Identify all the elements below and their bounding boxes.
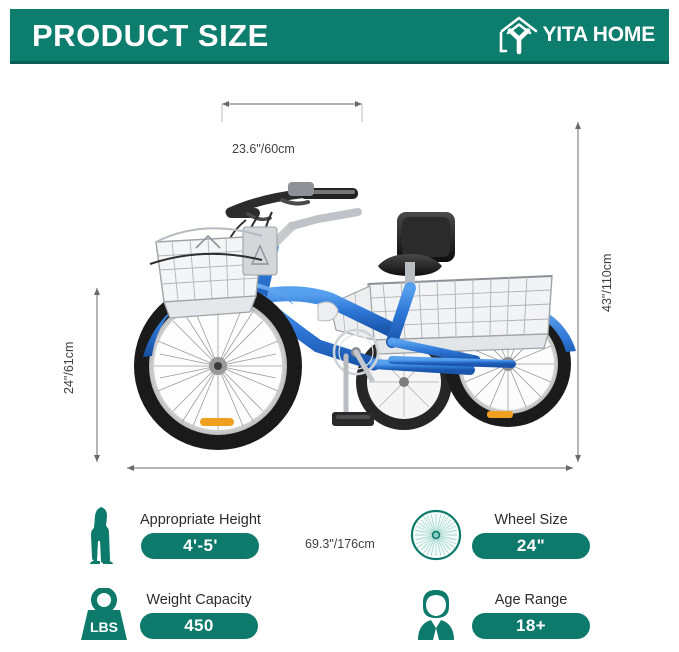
product-diagram: 23.6"/60cm 43"/110cm 24"/61cm 69.3"/176c…: [0, 64, 679, 551]
spec-value: 24": [472, 532, 590, 559]
front-wheel: [134, 282, 302, 450]
spec-value: 450: [140, 612, 258, 639]
seat-post: [405, 262, 415, 288]
spec-age-range: Age Range 18+: [410, 583, 590, 647]
brand-name: YITA HOME: [542, 23, 655, 46]
svg-text:LBS: LBS: [90, 619, 118, 635]
basket-mount: [242, 226, 278, 276]
front-basket: [149, 226, 278, 319]
header-bar: PRODUCT SIZE YITA HOME: [10, 9, 669, 61]
tricycle-illustration: [94, 101, 581, 471]
spec-value: 4'-5': [141, 532, 260, 559]
page-title: PRODUCT SIZE: [32, 17, 269, 53]
spec-body: Appropriate Height 4'-5': [140, 512, 261, 559]
brand-logo: YITA HOME: [496, 15, 655, 55]
dimension-label-overall-height: 43"/110cm: [600, 253, 614, 312]
spec-label: Wheel Size: [494, 511, 568, 528]
spec-label: Appropriate Height: [140, 511, 261, 528]
spec-label: Age Range: [494, 591, 568, 608]
dimension-label-handlebar-width: 23.6"/60cm: [232, 142, 295, 156]
spec-grid: Appropriate Height 4'-5': [0, 495, 679, 652]
spec-body: Wheel Size 24": [472, 512, 590, 559]
spec-appropriate-height: Appropriate Height 4'-5': [78, 503, 261, 567]
dimension-label-overall-length: 69.3"/176cm: [305, 537, 375, 551]
dimension-lines: [94, 101, 581, 471]
spec-body: Age Range 18+: [472, 592, 590, 639]
spec-value: 18+: [472, 612, 590, 639]
spec-weight-capacity: LBS Weight Capacity 450: [78, 583, 258, 647]
front-reflector: [200, 418, 234, 426]
dimension-label-wheel-height: 24"/61cm: [62, 341, 76, 394]
spec-wheel-size: Wheel Size 24": [410, 503, 590, 567]
spec-body: Weight Capacity 450: [140, 592, 258, 639]
person-standing-icon: [78, 503, 130, 567]
person-adult-icon: [410, 583, 462, 647]
seat-assembly: [378, 212, 455, 288]
rear-reflector: [487, 411, 513, 418]
bicycle-wheel-icon: [410, 503, 462, 567]
house-icon: [500, 16, 538, 55]
weight-lbs-icon: LBS: [78, 583, 130, 647]
spec-label: Weight Capacity: [146, 591, 252, 608]
crank-and-pedal: [332, 328, 380, 426]
header-divider: [10, 61, 669, 64]
